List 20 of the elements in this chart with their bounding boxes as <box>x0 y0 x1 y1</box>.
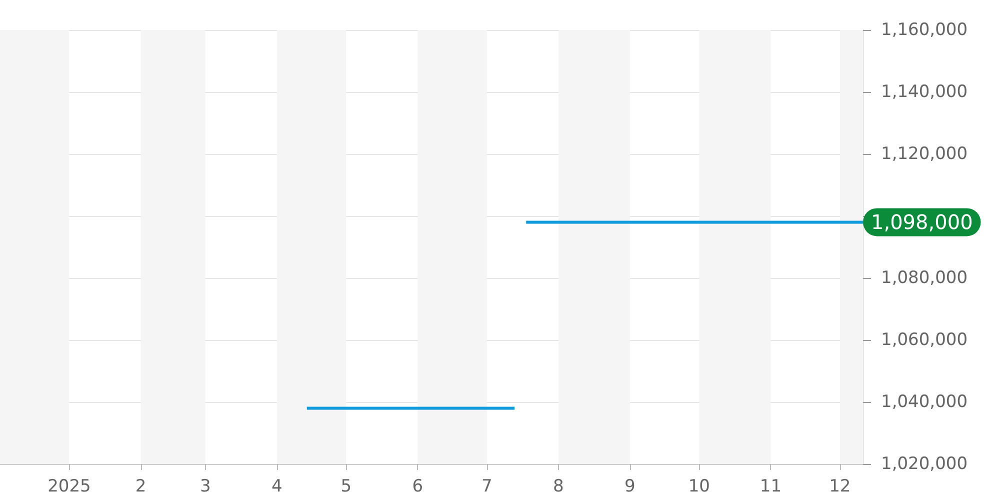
x-tick-label: 3 <box>200 476 211 496</box>
x-tick-label: 5 <box>340 476 352 496</box>
x-tick-label: 9 <box>624 476 636 496</box>
y-tick-label: 1,040,000 <box>881 392 968 412</box>
x-tick-label: 7 <box>481 476 492 496</box>
x-tick-label: 2 <box>135 476 146 496</box>
y-tick-label: 1,120,000 <box>881 144 968 164</box>
annotation: 1,098,000 <box>871 210 973 234</box>
y-tick-label: 1,140,000 <box>881 82 968 102</box>
x-tick-label: 4 <box>271 476 282 496</box>
x-tick-label: 11 <box>760 476 782 496</box>
y-tick-label: 1,080,000 <box>881 268 968 288</box>
x-tick-label: 6 <box>412 476 424 496</box>
x-tick-label: 2025 <box>48 476 91 496</box>
y-tick-label: 1,160,000 <box>881 20 968 40</box>
x-tick-label: 8 <box>553 476 564 496</box>
x-tick-label: 12 <box>829 476 851 496</box>
y-tick-label: 1,060,000 <box>881 330 968 350</box>
x-tick-label: 10 <box>688 476 710 496</box>
y-tick-label: 1,020,000 <box>881 454 968 474</box>
